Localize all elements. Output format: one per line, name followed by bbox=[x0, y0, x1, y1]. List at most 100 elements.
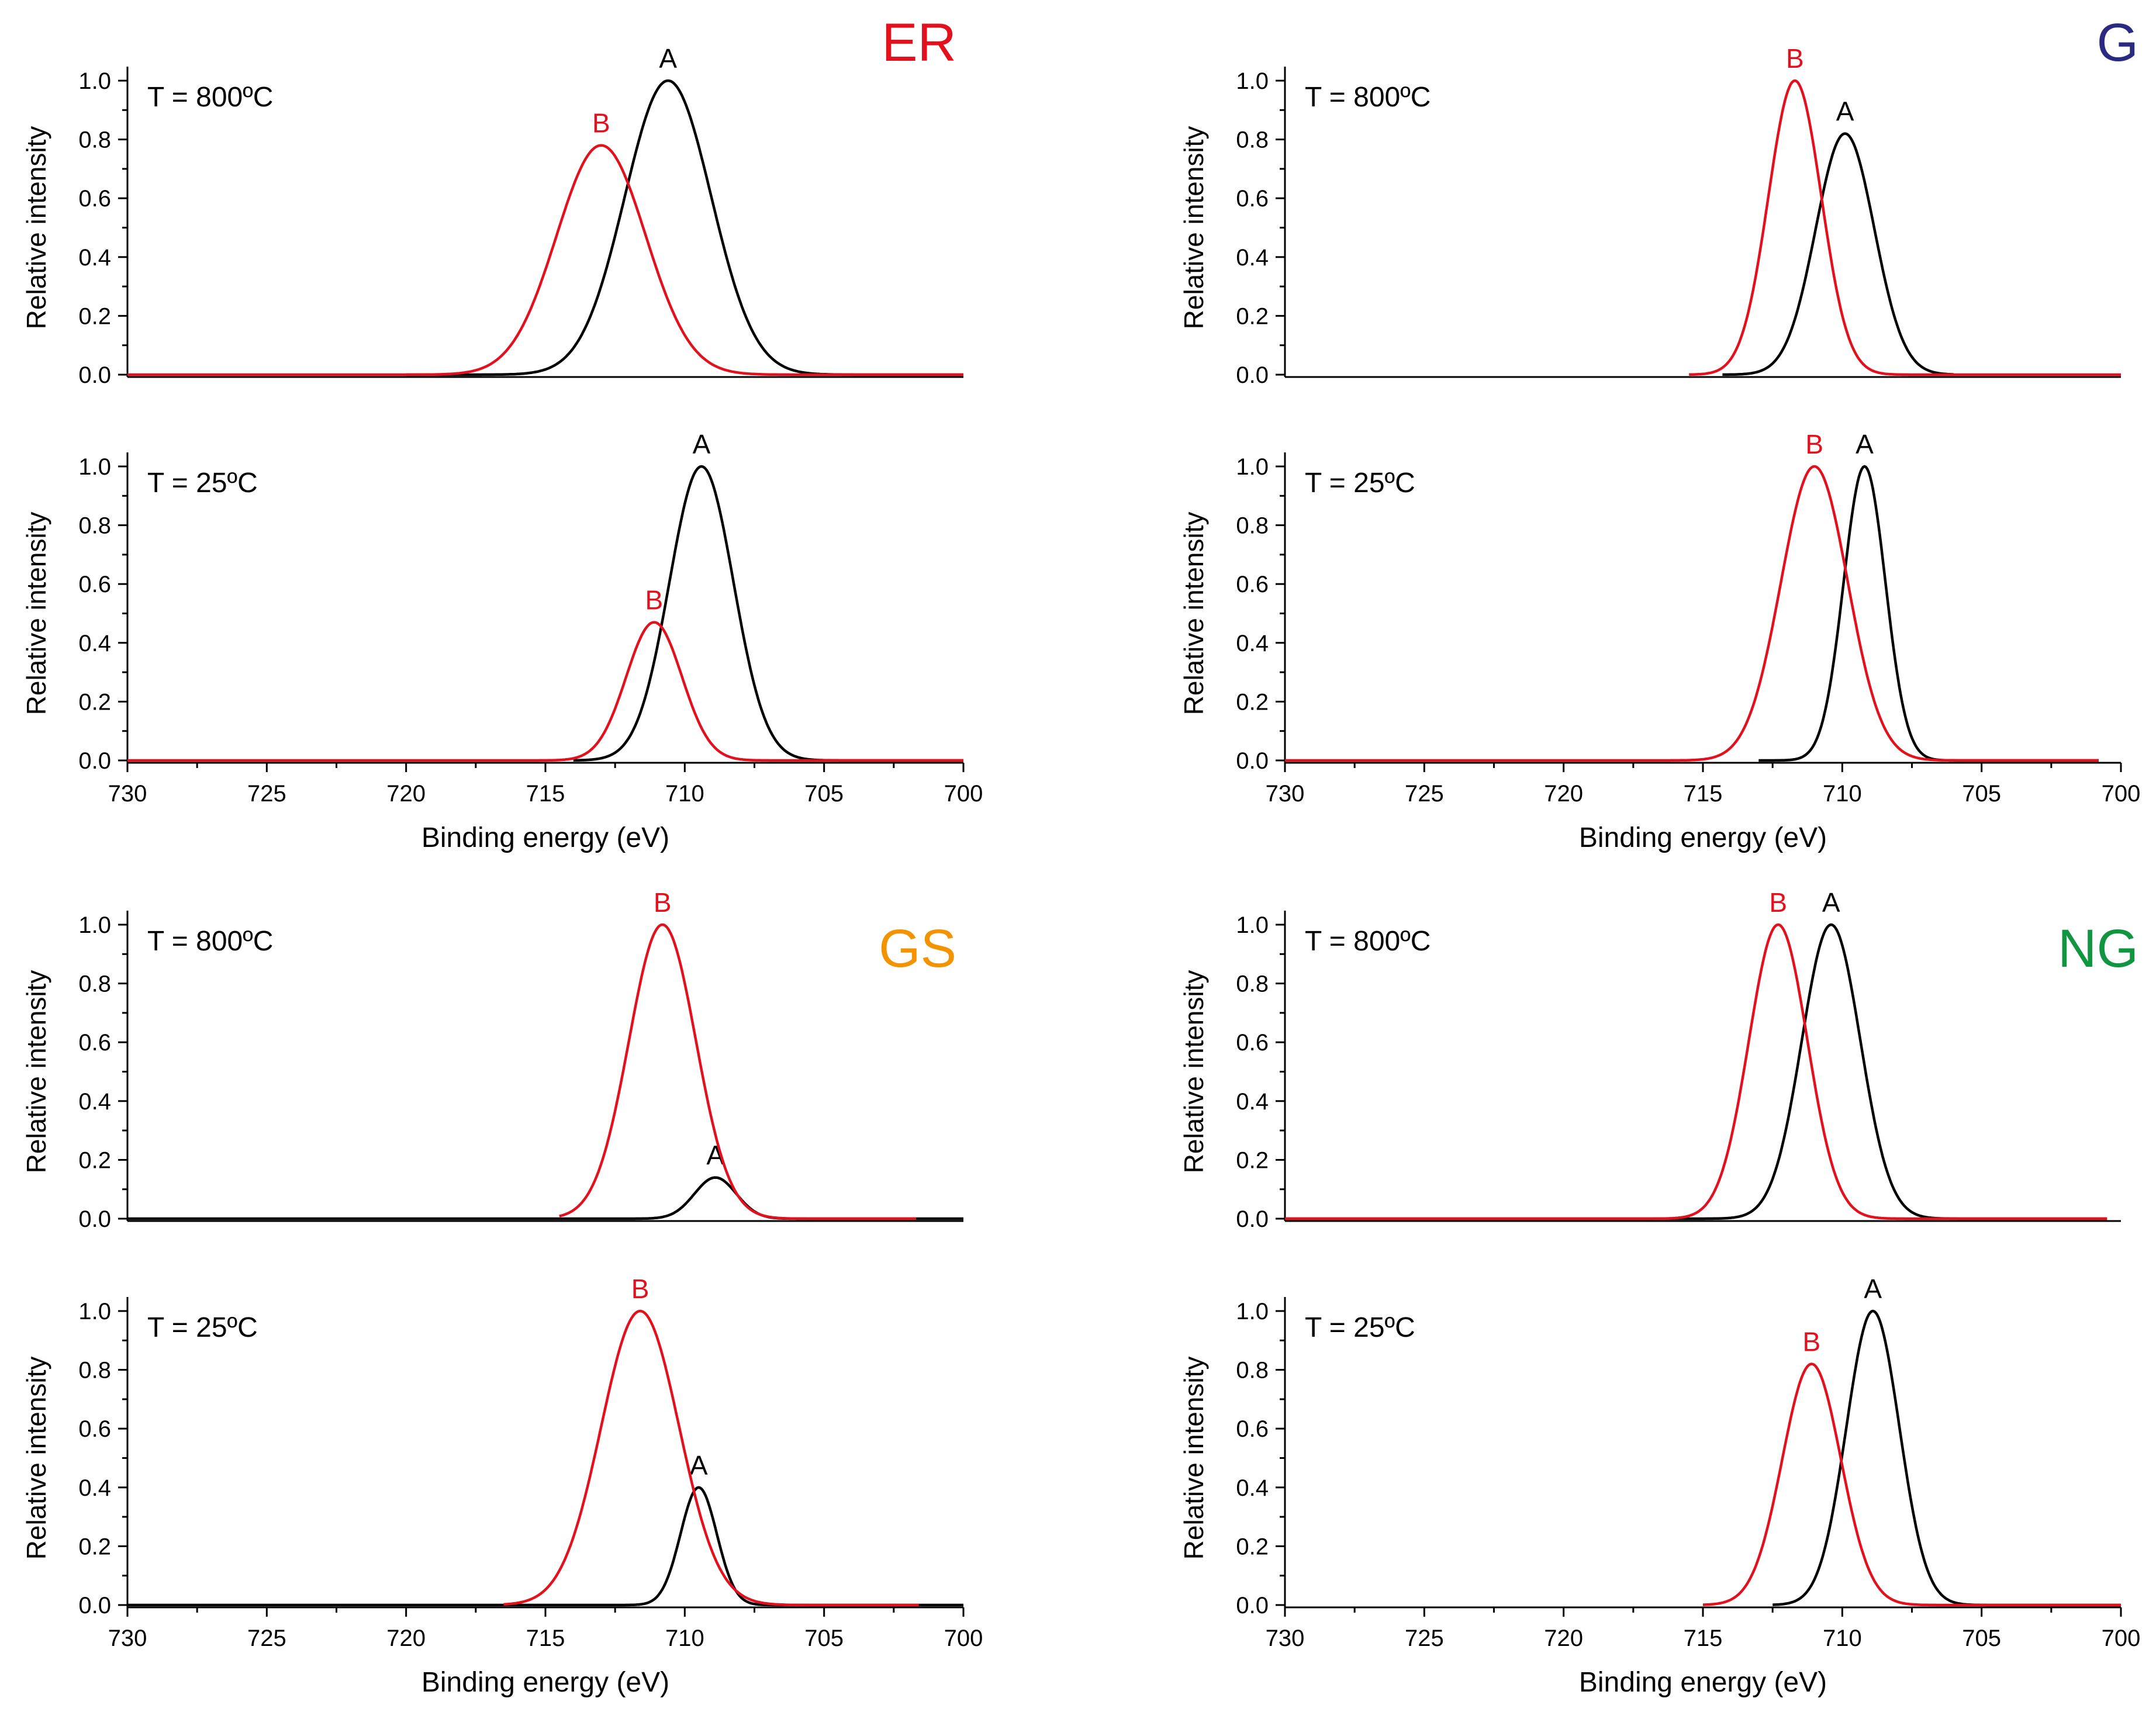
series-line-a bbox=[573, 465, 963, 762]
temperature-label: T = 800ºC bbox=[1305, 82, 1431, 113]
group-labels: ER G GS NG bbox=[879, 13, 2138, 978]
peak-label-a: A bbox=[1856, 429, 1874, 459]
x-tick-label: 715 bbox=[526, 1625, 565, 1651]
y-tick-label: 0.6 bbox=[78, 572, 111, 597]
y-tick-label: 1.0 bbox=[78, 454, 111, 480]
x-tick-label: 730 bbox=[1266, 781, 1305, 807]
temperature-label: T = 800ºC bbox=[147, 82, 273, 113]
temperature-label: T = 25ºC bbox=[147, 1312, 258, 1343]
y-tick-label: 1.0 bbox=[78, 68, 111, 94]
group-label-g: G bbox=[2096, 13, 2138, 72]
y-tick-label: 1.0 bbox=[78, 1299, 111, 1324]
y-tick-label: 0.0 bbox=[1236, 362, 1269, 388]
y-tick-label: 0.8 bbox=[78, 127, 111, 153]
x-tick-label: 715 bbox=[1684, 1625, 1723, 1651]
x-tick-label: 710 bbox=[665, 781, 704, 807]
y-tick-label: 0.2 bbox=[1236, 1147, 1269, 1173]
x-axis-label: Binding energy (eV) bbox=[1579, 1667, 1827, 1698]
x-tick-label: 700 bbox=[2102, 1625, 2141, 1651]
peak-label-b: B bbox=[592, 108, 610, 139]
peak-label-b: B bbox=[1769, 887, 1787, 918]
temperature-label: T = 25ºC bbox=[1305, 468, 1415, 499]
y-tick-label: 0.4 bbox=[78, 1089, 111, 1115]
chart-gs-top: 0.0 0.2 0.4 0.6 0.8 1.0 Relative intensity T = … bbox=[21, 887, 963, 1232]
chart-ng-bottom: 0.0 0.2 0.4 0.6 0.8 1.0 Relative intensity 730 7… bbox=[1179, 1274, 2140, 1698]
y-axis-label: Relative intensity bbox=[21, 126, 51, 330]
peak-label-a: A bbox=[1864, 1274, 1882, 1304]
group-label-er: ER bbox=[882, 13, 956, 72]
y-tick-label: 0.4 bbox=[78, 1475, 111, 1501]
series-line-b bbox=[127, 144, 963, 376]
peak-label-a: A bbox=[659, 43, 677, 74]
series-line-a bbox=[127, 1176, 963, 1220]
x-tick-label: 725 bbox=[1405, 1625, 1444, 1651]
series-line-a bbox=[1758, 465, 2099, 762]
y-axis-label: Relative intensity bbox=[21, 970, 51, 1174]
y-tick-label: 0.6 bbox=[1236, 572, 1269, 597]
x-tick-label: 730 bbox=[108, 1625, 147, 1651]
y-tick-label: 0.4 bbox=[1236, 1475, 1269, 1501]
y-tick-label: 1.0 bbox=[1236, 1299, 1269, 1324]
y-tick-label: 0.2 bbox=[78, 303, 111, 329]
x-tick-label: 725 bbox=[247, 1625, 286, 1651]
chart-g-bottom: 0.0 0.2 0.4 0.6 0.8 1.0 Relative intensity 730 7… bbox=[1179, 429, 2140, 853]
series-line-b bbox=[1285, 923, 2107, 1220]
peak-label-a: A bbox=[693, 429, 711, 459]
peak-label-b: B bbox=[631, 1274, 649, 1304]
y-tick-label: 0.0 bbox=[1236, 1593, 1269, 1618]
y-axis-label: Relative intensity bbox=[1179, 512, 1209, 715]
y-tick-label: 0.2 bbox=[78, 1534, 111, 1559]
temperature-label: T = 25ºC bbox=[147, 468, 258, 499]
series-line-a bbox=[406, 79, 963, 376]
y-tick-label: 0.6 bbox=[1236, 1030, 1269, 1056]
y-tick-label: 0.2 bbox=[78, 1147, 111, 1173]
chart-er-top: 0.0 0.2 0.4 0.6 0.8 1.0 Relative intensity T = … bbox=[21, 43, 963, 388]
y-axis-label: Relative intensity bbox=[1179, 970, 1209, 1174]
y-tick-label: 0.2 bbox=[1236, 689, 1269, 715]
peak-label-b: B bbox=[1805, 429, 1823, 459]
y-tick-label: 0.8 bbox=[1236, 513, 1269, 539]
y-tick-label: 0.4 bbox=[1236, 245, 1269, 271]
x-tick-label: 700 bbox=[944, 781, 983, 807]
x-tick-label: 720 bbox=[1544, 1625, 1583, 1651]
series-line-b bbox=[1285, 465, 2099, 762]
x-tick-label: 730 bbox=[108, 781, 147, 807]
x-tick-label: 705 bbox=[804, 781, 844, 807]
y-tick-label: 0.6 bbox=[1236, 1416, 1269, 1442]
y-tick-label: 0.0 bbox=[78, 1206, 111, 1232]
x-tick-label: 715 bbox=[1684, 781, 1723, 807]
y-tick-label: 1.0 bbox=[1236, 68, 1269, 94]
y-tick-label: 0.8 bbox=[1236, 1358, 1269, 1383]
y-tick-label: 0.4 bbox=[1236, 1089, 1269, 1115]
y-tick-label: 0.4 bbox=[1236, 631, 1269, 656]
y-tick-label: 0.8 bbox=[78, 971, 111, 997]
y-tick-label: 0.4 bbox=[78, 631, 111, 656]
chart-g-top: 0.0 0.2 0.4 0.6 0.8 1.0 Relative intensity T = … bbox=[1179, 43, 2121, 388]
x-axis-label: Binding energy (eV) bbox=[421, 1667, 669, 1698]
temperature-label: T = 25ºC bbox=[1305, 1312, 1415, 1343]
x-axis-label: Binding energy (eV) bbox=[421, 822, 669, 853]
chart-ng-top: 0.0 0.2 0.4 0.6 0.8 1.0 Relative intensity T = … bbox=[1179, 887, 2121, 1232]
y-tick-label: 0.0 bbox=[78, 748, 111, 774]
x-tick-label: 705 bbox=[1962, 1625, 2001, 1651]
peak-label-a: A bbox=[1822, 887, 1840, 918]
y-tick-label: 0.2 bbox=[1236, 1534, 1269, 1559]
chart-er-bottom: 0.0 0.2 0.4 0.6 0.8 1.0 Relative intensity 730 7… bbox=[21, 429, 983, 853]
series-line-a bbox=[127, 1486, 963, 1607]
y-tick-label: 0.8 bbox=[78, 1358, 111, 1383]
y-tick-label: 0.6 bbox=[78, 1030, 111, 1056]
y-tick-label: 0.0 bbox=[1236, 1206, 1269, 1232]
y-axis-label: Relative intensity bbox=[1179, 1357, 1209, 1560]
panels: 0.0 0.2 0.4 0.6 0.8 1.0 Relative intensity T = … bbox=[21, 43, 2140, 1698]
x-tick-label: 705 bbox=[804, 1625, 844, 1651]
y-tick-label: 0.8 bbox=[1236, 971, 1269, 997]
y-tick-label: 0.2 bbox=[78, 689, 111, 715]
series-line-b bbox=[1702, 1362, 2121, 1607]
y-axis-label: Relative intensity bbox=[21, 512, 51, 715]
y-tick-label: 0.8 bbox=[1236, 127, 1269, 153]
peak-label-b: B bbox=[1803, 1327, 1821, 1357]
x-tick-label: 700 bbox=[2102, 781, 2141, 807]
y-tick-label: 0.2 bbox=[1236, 303, 1269, 329]
temperature-label: T = 800ºC bbox=[147, 926, 273, 957]
